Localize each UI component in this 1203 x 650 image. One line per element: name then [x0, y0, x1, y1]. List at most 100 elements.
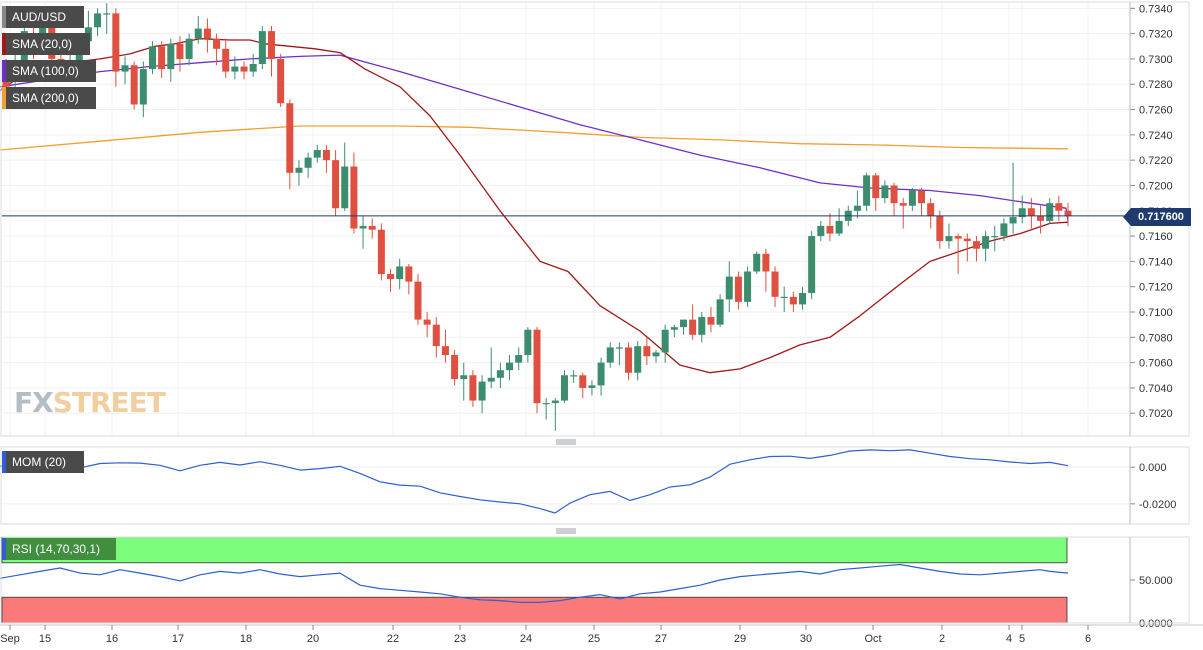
candle-body — [872, 175, 880, 199]
candle-body — [231, 66, 239, 72]
candle-body — [936, 215, 944, 242]
x-tick-label: 24 — [520, 633, 532, 645]
candle-body — [350, 166, 358, 229]
candle-body — [451, 355, 459, 380]
candle-body — [249, 64, 257, 72]
y-tick-label: 0.7260 — [1139, 105, 1173, 117]
candle-body — [954, 236, 962, 239]
legend-sma20[interactable]: SMA (20,0) — [2, 33, 90, 55]
candle-body — [167, 43, 175, 70]
candle-body — [295, 167, 303, 173]
candle-body — [368, 225, 376, 230]
y-tick-label: 0.7020 — [1139, 408, 1173, 420]
candle-body — [670, 327, 678, 330]
sma-100-path — [0, 54, 1069, 222]
candle-body — [377, 229, 385, 275]
x-tick-label: 15 — [39, 633, 51, 645]
candle-body — [899, 203, 907, 206]
y-tick-label: 0.7280 — [1139, 79, 1173, 91]
rsi-overbought-zone — [1, 536, 1068, 564]
sma200-label: SMA (200,0) — [12, 91, 79, 105]
candle-body — [982, 236, 990, 249]
rsi-panel: 50.000 0.0000 — [0, 536, 1173, 630]
candle-body — [405, 266, 413, 282]
x-tick-label: 6 — [1085, 633, 1091, 645]
candle-body — [332, 160, 340, 209]
panel-frames — [0, 1, 1203, 626]
price-axis-ticks: 0.7340 0.7320 0.7300 0.7280 0.7260 0.7240 0.72… — [1130, 3, 1173, 420]
candle-body — [542, 403, 550, 405]
y-tick-label: 0.7200 — [1139, 180, 1173, 192]
candle-body — [515, 355, 523, 363]
x-tick-label: 5 — [1019, 633, 1025, 645]
x-tick-label: 29 — [734, 633, 746, 645]
sma20-swatch — [2, 33, 6, 55]
candle-body — [698, 317, 706, 335]
candle-body — [94, 13, 102, 28]
legend-sma200[interactable]: SMA (200,0) — [2, 87, 96, 109]
x-tick-label: Sep — [0, 633, 20, 645]
candle-body — [716, 299, 724, 325]
candle-body — [863, 175, 871, 206]
candle-body — [176, 43, 184, 59]
main-gridlines — [2, 2, 1130, 436]
legend-instrument[interactable]: AUD/USD — [2, 6, 84, 28]
fxstreet-watermark: FXSTREET — [14, 386, 166, 419]
candle-body — [1009, 217, 1017, 224]
candle-body — [496, 370, 504, 378]
sma200-swatch — [2, 87, 6, 109]
legend-sma100[interactable]: SMA (100,0) — [2, 60, 96, 82]
sma-20-path — [0, 38, 1069, 374]
candle-body — [1018, 208, 1026, 218]
candle-body — [643, 346, 651, 357]
y-tick-label: 0.7080 — [1139, 332, 1173, 344]
rsi-oversold-zone — [1, 596, 1068, 624]
candle-body — [570, 375, 578, 377]
candle-body — [826, 225, 834, 234]
candle-body — [734, 276, 742, 302]
candle-body — [304, 157, 312, 168]
x-tick-label: 16 — [106, 633, 118, 645]
main-panel: 0.7340 0.7320 0.7300 0.7280 0.7260 0.7240 0.72… — [0, 2, 1173, 436]
mom-label: MOM (20) — [12, 455, 66, 469]
mom-gridlines — [2, 466, 1130, 505]
rsi-axis-ticks: 50.000 0.0000 — [1130, 575, 1173, 630]
candle-body — [313, 150, 321, 158]
candle-body — [560, 375, 568, 401]
legend-rsi[interactable]: RSI (14,70,30,1) — [2, 538, 116, 560]
candle-body — [945, 236, 953, 242]
x-tick-label: 18 — [240, 633, 252, 645]
candle-body — [222, 48, 230, 72]
legend-mom[interactable]: MOM (20) — [2, 451, 84, 473]
sma-200-path — [0, 125, 1069, 151]
sma100-label: SMA (100,0) — [12, 64, 79, 78]
candle-body — [615, 347, 623, 349]
candle-body — [597, 362, 605, 386]
candle-body — [194, 28, 202, 39]
mom-tick-label: 0.000 — [1139, 462, 1167, 474]
x-tick-label: 23 — [454, 633, 466, 645]
mom-line — [0, 449, 1069, 514]
candle-body — [725, 276, 733, 300]
candle-body — [972, 241, 980, 249]
mom-axis-ticks: 0.000 -0.0200 — [1130, 462, 1176, 511]
y-tick-label: 0.7300 — [1139, 54, 1173, 66]
rsi-path — [0, 563, 1069, 604]
candle-body — [661, 329, 669, 353]
candle-body — [533, 329, 541, 404]
candle-body — [799, 293, 806, 305]
candle-body — [268, 31, 275, 59]
candle-body — [963, 238, 971, 242]
candle-body — [753, 253, 761, 272]
candle-body — [258, 31, 266, 64]
candle-body — [387, 274, 395, 280]
candle-body — [679, 319, 687, 328]
candle-body — [634, 346, 642, 373]
legend-swatch — [2, 6, 6, 28]
candle-body — [817, 225, 825, 237]
candle-body — [359, 225, 367, 229]
mom-panel: 0.000 -0.0200 — [0, 449, 1176, 514]
sma100-swatch — [2, 60, 6, 82]
candle-body — [130, 65, 138, 105]
rsi-line — [0, 563, 1069, 604]
